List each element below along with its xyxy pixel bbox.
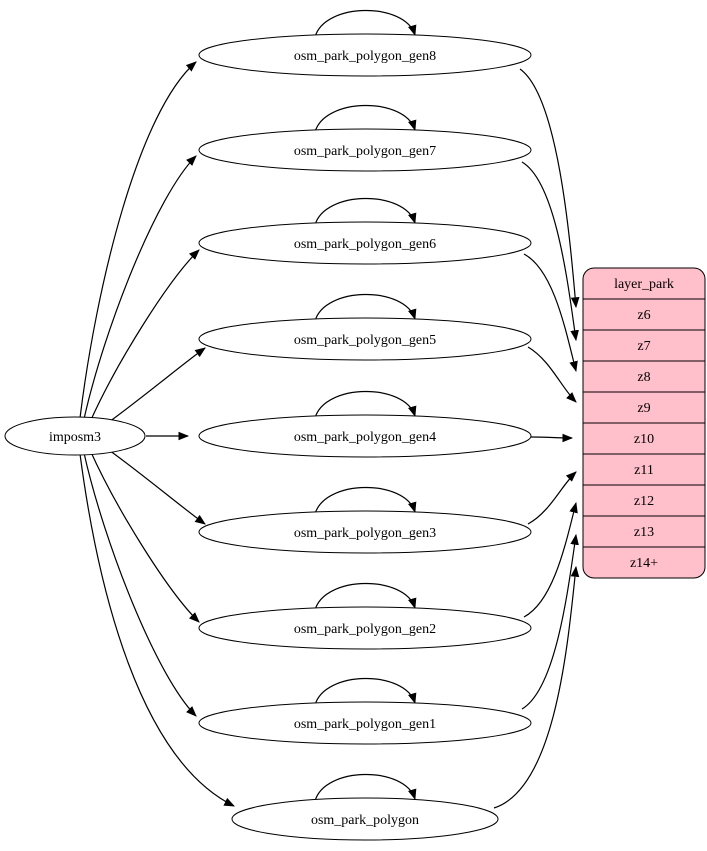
zoom-row-z13: z13: [634, 525, 654, 540]
zoom-row-z6: z6: [637, 308, 650, 323]
gen3-label: osm_park_polygon_gen3: [294, 526, 436, 541]
layer-park-header: layer_park: [614, 277, 674, 292]
self-loop-gen6: [314, 197, 417, 226]
gen3-ellipse: [198, 510, 532, 554]
imposm3-ellipse: [4, 416, 146, 456]
self-loop-gen5: [314, 293, 417, 322]
node-osm-park-polygon: osm_park_polygon: [231, 797, 499, 841]
zoom-row-z9: z9: [637, 401, 650, 416]
gen5-label: osm_park_polygon_gen5: [294, 333, 436, 348]
self-loop-gen2: [314, 582, 417, 611]
node-osm-park-polygon-gen4: osm_park_polygon_gen4: [198, 414, 532, 458]
node-imposm3: imposm3: [4, 416, 146, 456]
gen7-ellipse: [198, 128, 532, 172]
node-osm-park-polygon-gen5: osm_park_polygon_gen5: [198, 317, 532, 361]
zoom-row-z7: z7: [637, 339, 650, 354]
node-osm-park-polygon-gen7: osm_park_polygon_gen7: [198, 128, 532, 172]
node-layer-park: layer_park z6 z7 z8 z9 z10 z11 z12 z13 z…: [582, 267, 706, 579]
edge-gen6-z8: [523, 253, 578, 373]
edge-imposm3-gen5: [101, 347, 206, 428]
self-loop-gen4: [314, 390, 417, 419]
edges-tables-to-layer: [493, 68, 580, 809]
gen5-ellipse: [198, 317, 532, 361]
self-loop-gen1: [314, 677, 417, 706]
self-loop-polygon: [314, 773, 417, 802]
gen8-ellipse: [198, 33, 532, 77]
gen7-label: osm_park_polygon_gen7: [294, 144, 436, 159]
gen4-ellipse: [198, 414, 532, 458]
edge-polygon-z14: [493, 565, 580, 809]
zoom-row-z10: z10: [634, 432, 654, 447]
edge-gen8-z6: [519, 68, 580, 309]
edges-source-to-tables: [79, 61, 235, 807]
edge-gen5-z9: [527, 346, 577, 403]
gen4-label: osm_park_polygon_gen4: [294, 430, 436, 445]
node-osm-park-polygon-gen1: osm_park_polygon_gen1: [198, 701, 532, 745]
node-osm-park-polygon-gen2: osm_park_polygon_gen2: [198, 606, 532, 650]
gen6-ellipse: [198, 221, 532, 265]
node-osm-park-polygon-gen3: osm_park_polygon_gen3: [198, 510, 532, 554]
self-loop-gen8: [314, 9, 417, 38]
node-osm-park-polygon-gen6: osm_park_polygon_gen6: [198, 221, 532, 265]
self-loop-gen7: [314, 104, 417, 133]
gen2-label: osm_park_polygon_gen2: [294, 622, 436, 637]
gen8-label: osm_park_polygon_gen8: [294, 49, 436, 64]
edge-imposm3-gen6: [89, 249, 200, 423]
edge-gen2-z12: [523, 501, 578, 618]
zoom-row-z12: z12: [634, 494, 654, 509]
edges-self-loops: [314, 9, 417, 802]
zoom-row-z14plus: z14+: [630, 556, 658, 571]
edge-imposm3-gen7: [83, 155, 197, 420]
zoom-row-z11: z11: [634, 463, 654, 478]
edge-imposm3-polygon: [79, 453, 235, 807]
polygon-label: osm_park_polygon: [311, 813, 419, 828]
gen1-label: osm_park_polygon_gen1: [294, 717, 436, 732]
edge-gen3-z11: [527, 471, 577, 525]
edge-imposm3-gen3: [101, 444, 206, 525]
self-loop-gen3: [314, 486, 417, 515]
edge-imposm3-gen1: [83, 452, 197, 717]
gen2-ellipse: [198, 606, 532, 650]
edge-gen4-z10: [530, 433, 574, 443]
edge-imposm3-gen8: [79, 61, 197, 419]
edge-gen7-z7: [521, 161, 579, 342]
node-osm-park-polygon-gen8: osm_park_polygon_gen8: [198, 33, 532, 77]
imposm3-label: imposm3: [49, 430, 101, 445]
gen1-ellipse: [198, 701, 532, 745]
gen6-label: osm_park_polygon_gen6: [294, 237, 436, 252]
zoom-row-z8: z8: [637, 370, 650, 385]
polygon-ellipse: [231, 797, 499, 841]
edge-imposm3-gen2: [89, 449, 200, 623]
edge-gen1-z13: [521, 533, 579, 710]
